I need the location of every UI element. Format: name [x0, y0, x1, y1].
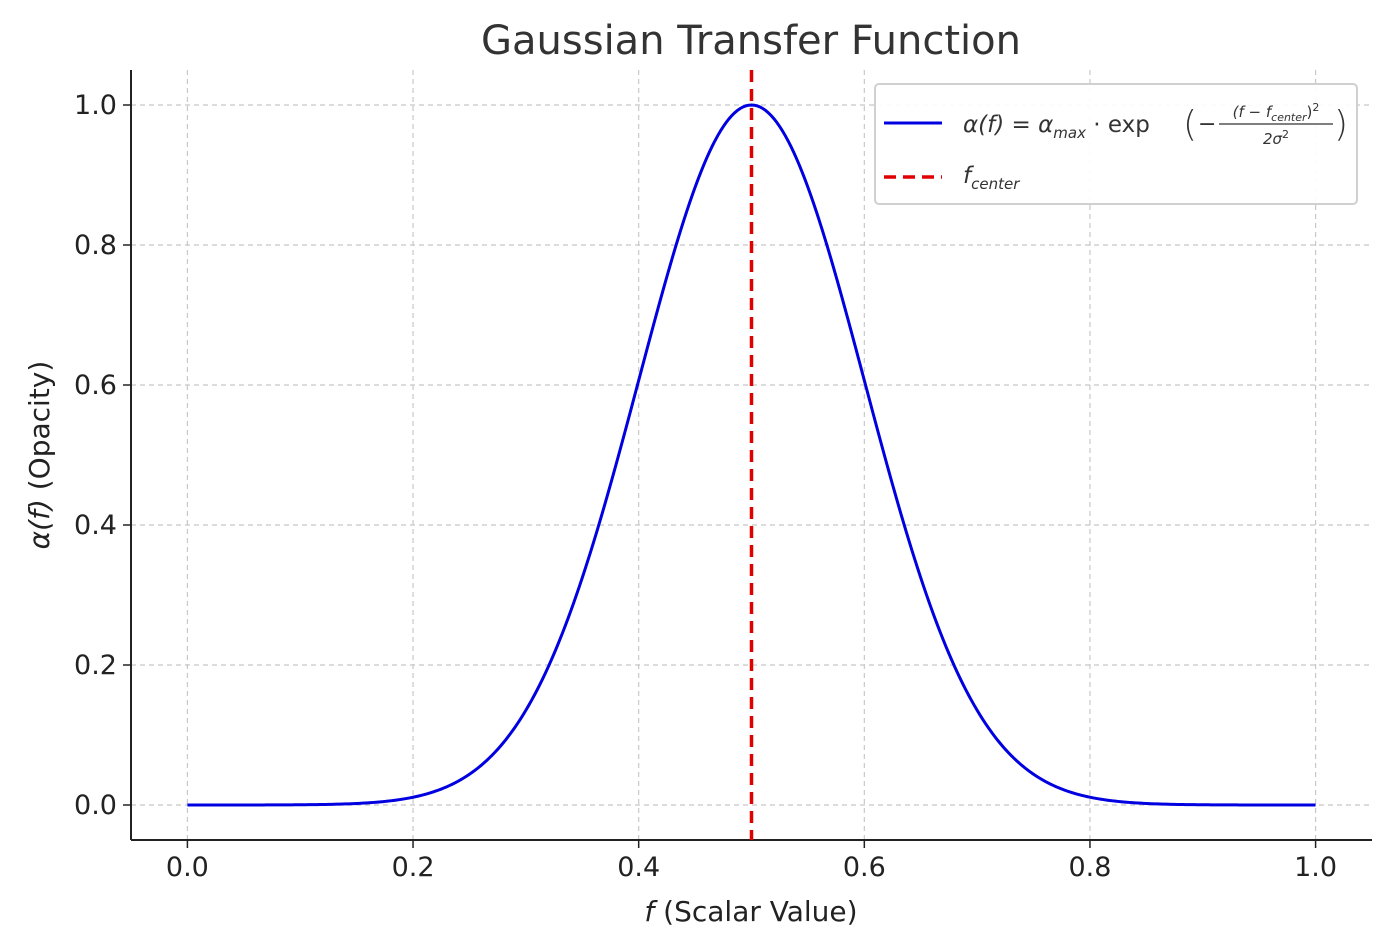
x-axis-text: (Scalar Value) [654, 895, 857, 928]
y-tick-label: 0.0 [74, 790, 117, 821]
y-axis-var: α(f) [23, 499, 56, 549]
legend-den-sup: 2 [1282, 128, 1289, 141]
legend-center-f: f [963, 163, 974, 189]
legend-num-pre: (f − f [1233, 103, 1274, 121]
series-layer [187, 70, 1316, 840]
y-tick-label: 0.2 [74, 650, 117, 681]
y-tick-label: 0.4 [74, 510, 117, 541]
legend-label-gaussian: α(f) = αmax · exp [963, 112, 1150, 142]
legend-op: · exp [1086, 112, 1150, 138]
y-axis-title: α(f) (Opacity) [23, 361, 56, 550]
legend-num-sup: 2 [1312, 101, 1319, 114]
x-tick-label: 0.4 [617, 852, 660, 883]
legend-box [874, 83, 1358, 205]
legend-minus: − [1198, 112, 1216, 137]
legend-center-sub: center [971, 175, 1020, 193]
x-tick-label: 1.0 [1294, 852, 1337, 883]
legend-label-center: fcenter [963, 163, 1020, 193]
gaussian-curve [187, 103, 1316, 807]
legend-den: 2σ [1263, 130, 1283, 148]
x-tick-label: 0.2 [392, 852, 435, 883]
legend-lhs: α(f) = α [963, 112, 1053, 138]
legend-paren-open: ( [1183, 104, 1197, 145]
legend-fraction-denominator: 2σ2 [1263, 128, 1289, 148]
x-tick-label: 0.6 [843, 852, 886, 883]
legend-num-post: ) [1307, 103, 1313, 121]
y-tick-label: 0.6 [74, 370, 117, 401]
x-axis-title: f (Scalar Value) [644, 895, 857, 928]
tick-labels: 0.0 0.2 0.4 0.6 0.8 1.0 0.0 0.2 0.4 0.6 0.8 1.0 [74, 90, 1337, 883]
legend-fraction-numerator: (f − fcenter)2 [1233, 101, 1320, 124]
legend-lhs-sub: max [1053, 124, 1086, 142]
y-tick-label: 0.8 [74, 230, 117, 261]
legend-num-sub: center [1271, 111, 1308, 124]
x-tick-label: 0.8 [1068, 852, 1111, 883]
legend-paren-close: ) [1334, 104, 1348, 145]
chart-title: Gaussian Transfer Function [481, 18, 1021, 64]
legend: α(f) = αmax · exp ( − (f − fcenter)2 2σ2… [874, 83, 1358, 205]
y-tick-label: 1.0 [74, 90, 117, 121]
y-axis-text: (Opacity) [23, 361, 56, 499]
x-tick-label: 0.0 [166, 852, 209, 883]
